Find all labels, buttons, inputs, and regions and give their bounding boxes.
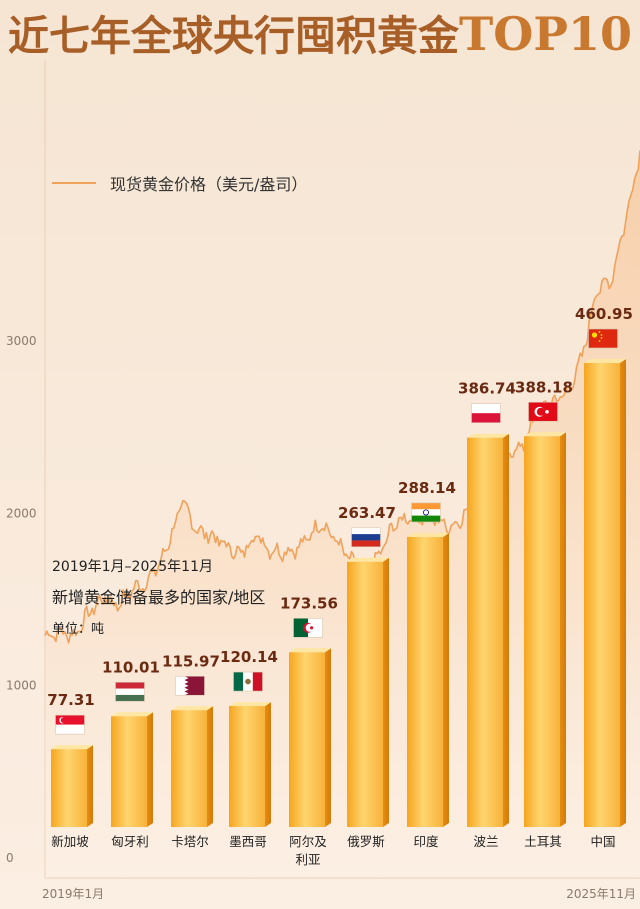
price-y-tick-label: 0	[6, 851, 14, 865]
bar-top	[467, 433, 509, 438]
legend-label: 现货黄金价格（美元/盎司）	[110, 175, 308, 194]
bar-category-label: 阿尔及	[289, 834, 327, 849]
bar-group: 288.14 印度	[398, 479, 456, 849]
india-flag-icon	[411, 502, 441, 523]
bar-top	[584, 359, 626, 363]
bar-category-label: 卡塔尔	[171, 834, 209, 849]
mexico-flag-icon	[233, 671, 263, 692]
bar	[229, 706, 265, 827]
poland-flag-icon	[471, 403, 501, 424]
caption-date-range: 2019年1月–2025年11月	[52, 559, 213, 575]
bar-category-label: 印度	[413, 834, 439, 849]
price-y-tick-label: 3000	[6, 334, 37, 348]
bar-side	[147, 712, 153, 827]
caption-unit: 单位：吨	[52, 622, 105, 637]
page-title: 近七年全球央行囤积黄金TOP10	[0, 2, 640, 62]
bar-category-label: 新加坡	[51, 834, 89, 849]
caption-description: 新增黄金储备最多的国家/地区	[52, 588, 266, 607]
bar	[111, 716, 147, 827]
legend-line-swatch	[52, 182, 96, 184]
bar	[51, 749, 87, 827]
bar	[407, 536, 443, 827]
bar	[171, 710, 207, 827]
price-x-start-label: 2019年1月	[42, 887, 104, 901]
bar-value-label: 263.47	[338, 504, 396, 522]
bar-chart-caption: 2019年1月–2025年11月 新增黄金储备最多的国家/地区 单位：吨	[52, 556, 265, 637]
qatar-flag-icon	[175, 675, 205, 696]
bar-value-label: 77.31	[47, 691, 94, 709]
bar-category-label: 中国	[590, 834, 615, 849]
bar-top	[289, 648, 331, 653]
price-y-tick-label: 2000	[6, 506, 37, 520]
bar-category-label: 墨西哥	[229, 834, 267, 849]
bar-side	[325, 648, 331, 827]
bar-top	[229, 702, 271, 707]
price-x-end-label: 2025年11月	[566, 887, 636, 901]
bar-value-label: 388.18	[515, 378, 573, 396]
bar-category-label: 俄罗斯	[347, 834, 385, 849]
title-suffix: TOP10	[459, 7, 632, 61]
bar-value-label: 288.14	[398, 479, 456, 497]
bar-top	[407, 532, 449, 537]
bar-side	[383, 557, 389, 827]
bar-top	[111, 712, 153, 717]
bar-value-label: 386.74	[458, 380, 516, 398]
russia-flag-icon	[351, 527, 381, 548]
bar-side	[443, 532, 449, 827]
bar-category-label: 匈牙利	[111, 834, 149, 849]
bar-value-label: 120.14	[220, 648, 278, 666]
bar-group: 110.01 匈牙利	[102, 658, 160, 849]
bar-category-label: 利亚	[295, 852, 320, 867]
bar	[467, 437, 503, 827]
bar-top	[51, 745, 93, 750]
china-flag-icon	[588, 328, 618, 349]
bar	[347, 561, 383, 827]
bar-value-label: 460.95	[575, 305, 633, 323]
bar-group: 77.31 新加坡	[47, 691, 94, 849]
bar-group: 460.95 中国	[575, 305, 633, 849]
bar-category-label: 波兰	[473, 834, 498, 849]
bar	[289, 652, 325, 827]
title-main: 近七年全球央行囤积黄金	[8, 12, 460, 60]
bar-side	[560, 432, 566, 827]
hungary-flag-icon	[115, 681, 145, 702]
bar-side	[503, 433, 509, 827]
price-legend: 现货黄金价格（美元/盎司）	[52, 171, 307, 195]
singapore-flag-icon	[55, 714, 85, 735]
bar	[524, 436, 560, 827]
bar-group: 120.14 墨西哥	[220, 648, 278, 849]
bar-value-label: 110.01	[102, 658, 160, 676]
bar-top	[171, 706, 213, 711]
bar-group: 263.47 俄罗斯	[338, 504, 396, 849]
bar-group: 115.97 卡塔尔	[162, 652, 220, 849]
turkey-flag-icon	[528, 401, 558, 422]
bar-top	[347, 557, 389, 562]
bar-side	[87, 745, 93, 827]
bar-side	[265, 702, 271, 827]
algeria-flag-icon	[293, 617, 323, 638]
bar-category-label: 土耳其	[524, 834, 562, 849]
bar	[584, 363, 620, 827]
price-y-tick-label: 1000	[6, 679, 37, 693]
bar-group: 388.18 土耳其	[515, 378, 573, 849]
bar-top	[524, 432, 566, 437]
bar-group: 386.74 波兰	[458, 380, 516, 849]
bar-value-label: 173.56	[280, 594, 338, 612]
bar-value-label: 115.97	[162, 652, 220, 670]
bar-side	[620, 359, 626, 827]
bar-side	[207, 706, 213, 827]
